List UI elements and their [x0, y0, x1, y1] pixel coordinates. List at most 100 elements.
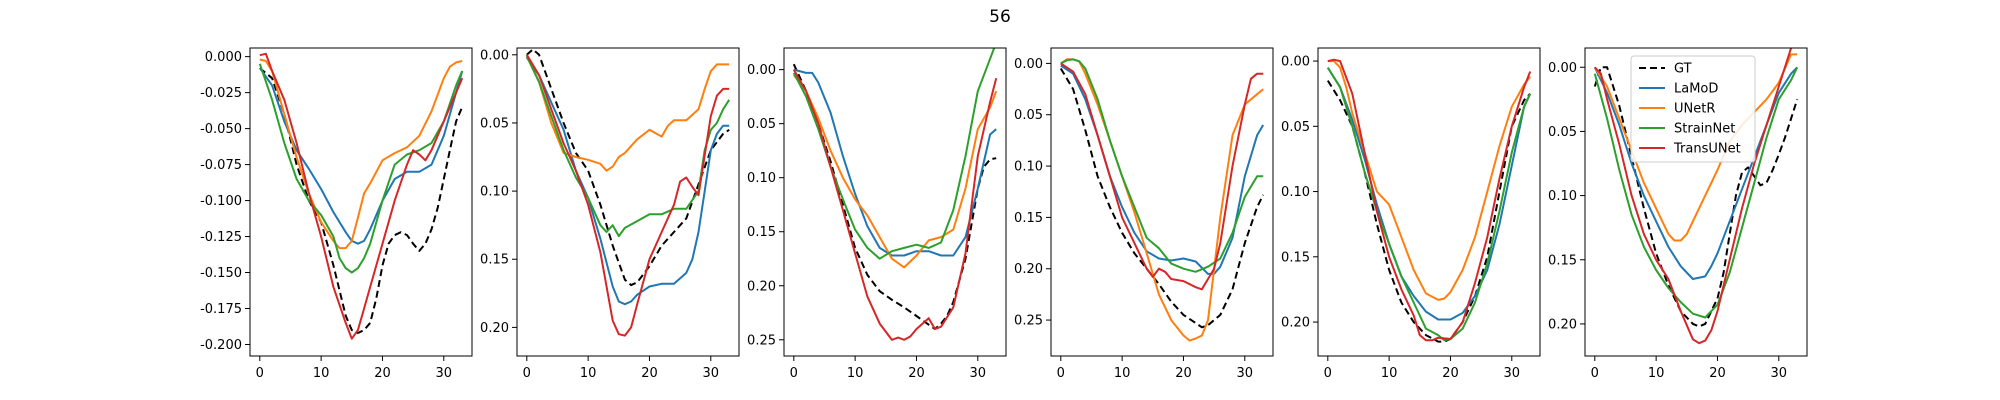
panel-4-xtick-label: 10	[1114, 366, 1131, 381]
panel-5-ytick-label: 0.20	[1281, 316, 1310, 331]
panel-2-series-unetr	[525, 55, 730, 172]
panel-5-series-lamod	[1326, 67, 1532, 321]
panel-3-ytick-label: 0.10	[747, 171, 776, 186]
panel-5: 0 10 20 30 0.00 0.05 0.10 0.15 0.20	[1281, 47, 1541, 381]
panel-1-lines	[258, 52, 464, 340]
panel-1-xtick-label: 0	[256, 366, 264, 381]
panels-group: 0 10 20 300.000-0.025-0.050-0.075-0.100-0.1…	[200, 47, 1808, 381]
panel-4-lines	[1059, 58, 1265, 342]
panel-4-frame	[1050, 47, 1274, 357]
panel-4: 0 10 20 30 0.00 0.05 0.10 0.15 0.20 0.25	[1014, 47, 1274, 381]
panel-6-ytick-label: 0.05	[1548, 125, 1577, 140]
panel-5-ytick-label: 0.15	[1281, 250, 1310, 265]
panel-2-xtick-label: 20	[641, 366, 658, 381]
panel-3-xtick-label: 30	[970, 366, 987, 381]
panel-6-ytick-label: 0.10	[1548, 189, 1577, 204]
panel-2-series-transunet	[525, 54, 730, 337]
panel-4-xtick-label: 30	[1237, 366, 1254, 381]
panel-2-frame	[516, 47, 740, 357]
panel-1-series-unetr	[259, 58, 463, 250]
panel-4-series-unetr	[1060, 58, 1264, 342]
panel-3-ytick-label: 0.15	[747, 225, 776, 240]
panel-6: 0 10 20 30 0.00 0.05 0.10 0.15 0.20	[1548, 47, 1808, 381]
panel-1-series-lamod	[258, 67, 464, 245]
legend: GT LaMoD UNetR StrainNet TransUNet	[1630, 55, 1756, 163]
panel-4-series-transunet	[1060, 62, 1264, 291]
panel-5-ytick-label: 0.00	[1281, 55, 1310, 70]
panel-3: 0 10 20 30 0.00 0.05 0.10 0.15 0.20 0.25	[747, 47, 1007, 381]
panel-4-ytick-label: 0.25	[1014, 314, 1043, 329]
legend-label-unetr: UNetR	[1674, 102, 1715, 117]
panel-3-series-strainnet	[792, 48, 996, 260]
panel-2-series-lamod	[525, 56, 730, 306]
panel-2-xtick-label: 10	[580, 366, 597, 381]
panel-1-ytick-label: -0.200	[200, 338, 242, 353]
panel-4-ytick-label: 0.15	[1014, 211, 1043, 226]
panel-1-frame	[249, 47, 473, 357]
panel-5-xtick-label: 30	[1504, 366, 1521, 381]
panel-5-xtick-label: 0	[1324, 366, 1332, 381]
panel-5-ytick-label: 0.10	[1281, 185, 1310, 200]
panel-4-series-gt	[1059, 67, 1265, 329]
panel-5-lines	[1326, 58, 1532, 343]
panel-2-xtick-label: 0	[523, 366, 531, 381]
panel-2-ytick-label: 0.05	[480, 116, 509, 131]
panel-3-ytick-label: 0.25	[747, 333, 776, 348]
panel-4-series-strainnet	[1060, 58, 1264, 273]
panel-6-xtick-label: 30	[1771, 366, 1788, 381]
panel-6-ytick-label: 0.15	[1548, 253, 1577, 268]
panel-6-xtick-label: 10	[1648, 366, 1665, 381]
panel-1-ytick-label: -0.025	[200, 86, 242, 101]
panel-1-ytick-label: -0.125	[200, 230, 242, 245]
panel-3-frame	[783, 47, 1007, 357]
panel-4-ytick-label: 0.10	[1014, 160, 1043, 175]
panel-4-xtick-label: 0	[1057, 366, 1065, 381]
figure-title: 56	[989, 7, 1011, 27]
panel-2-series-strainnet	[525, 55, 731, 238]
panel-6-series-transunet	[1594, 48, 1793, 345]
panel-4-ytick-label: 0.20	[1014, 262, 1043, 277]
panel-5-series-unetr	[1327, 60, 1531, 301]
panel-2-ytick-label: 0.00	[480, 48, 509, 63]
legend-label-lamod: LaMoD	[1674, 82, 1718, 97]
panel-6-lines	[1593, 48, 1799, 345]
panel-2-ytick-label: 0.15	[480, 253, 509, 268]
panel-3-series-transunet	[792, 69, 998, 341]
panel-2-lines	[525, 48, 731, 337]
panel-2-xtick-label: 30	[703, 366, 720, 381]
panel-2-ytick-label: 0.10	[480, 185, 509, 200]
panel-6-xtick-label: 20	[1709, 366, 1726, 381]
panel-5-xtick-label: 20	[1442, 366, 1459, 381]
legend-label-strainnet: StrainNet	[1674, 122, 1735, 137]
panel-6-xtick-label: 0	[1591, 366, 1599, 381]
panel-1-ytick-label: -0.150	[200, 266, 242, 281]
panel-1: 0 10 20 30 0.000 -0.025 -0.050 -0.075 -0.100 -0.1…	[200, 47, 473, 381]
panel-6-frame	[1584, 47, 1808, 357]
panel-3-lines	[792, 48, 998, 341]
panel-1-ytick-label: -0.050	[200, 122, 242, 137]
panel-6-series-gt	[1593, 66, 1799, 328]
panel-1-xtick-label: 10	[313, 366, 330, 381]
panel-1-ytick-label: -0.100	[200, 194, 242, 209]
panel-6-series-strainnet	[1593, 66, 1799, 319]
panel-3-ytick-label: 0.00	[747, 63, 776, 78]
panel-3-xtick-label: 20	[908, 366, 925, 381]
panel-5-frame	[1317, 47, 1541, 357]
panel-5-xtick-label: 10	[1381, 366, 1398, 381]
panel-3-series-lamod	[793, 68, 997, 257]
panel-5-series-strainnet	[1326, 67, 1532, 342]
panel-3-ytick-label: 0.20	[747, 279, 776, 294]
panel-3-xtick-label: 10	[847, 366, 864, 381]
panel-1-xtick-label: 30	[436, 366, 453, 381]
panel-3-series-unetr	[793, 74, 998, 269]
legend-label-transunet: TransUNet	[1673, 142, 1741, 157]
panel-6-ytick-label: 0.00	[1548, 61, 1577, 76]
legend-box	[1630, 55, 1756, 163]
panel-2: 0 10 20 30 0.00 0.05 0.10 0.15 0.20	[480, 47, 740, 381]
panel-1-ytick-label: 0.000	[205, 50, 242, 65]
panel-1-series-transunet	[259, 52, 464, 340]
panel-1-ytick-label: -0.175	[200, 302, 242, 317]
panel-6-ytick-label: 0.20	[1548, 317, 1577, 332]
panel-4-xtick-label: 20	[1175, 366, 1192, 381]
